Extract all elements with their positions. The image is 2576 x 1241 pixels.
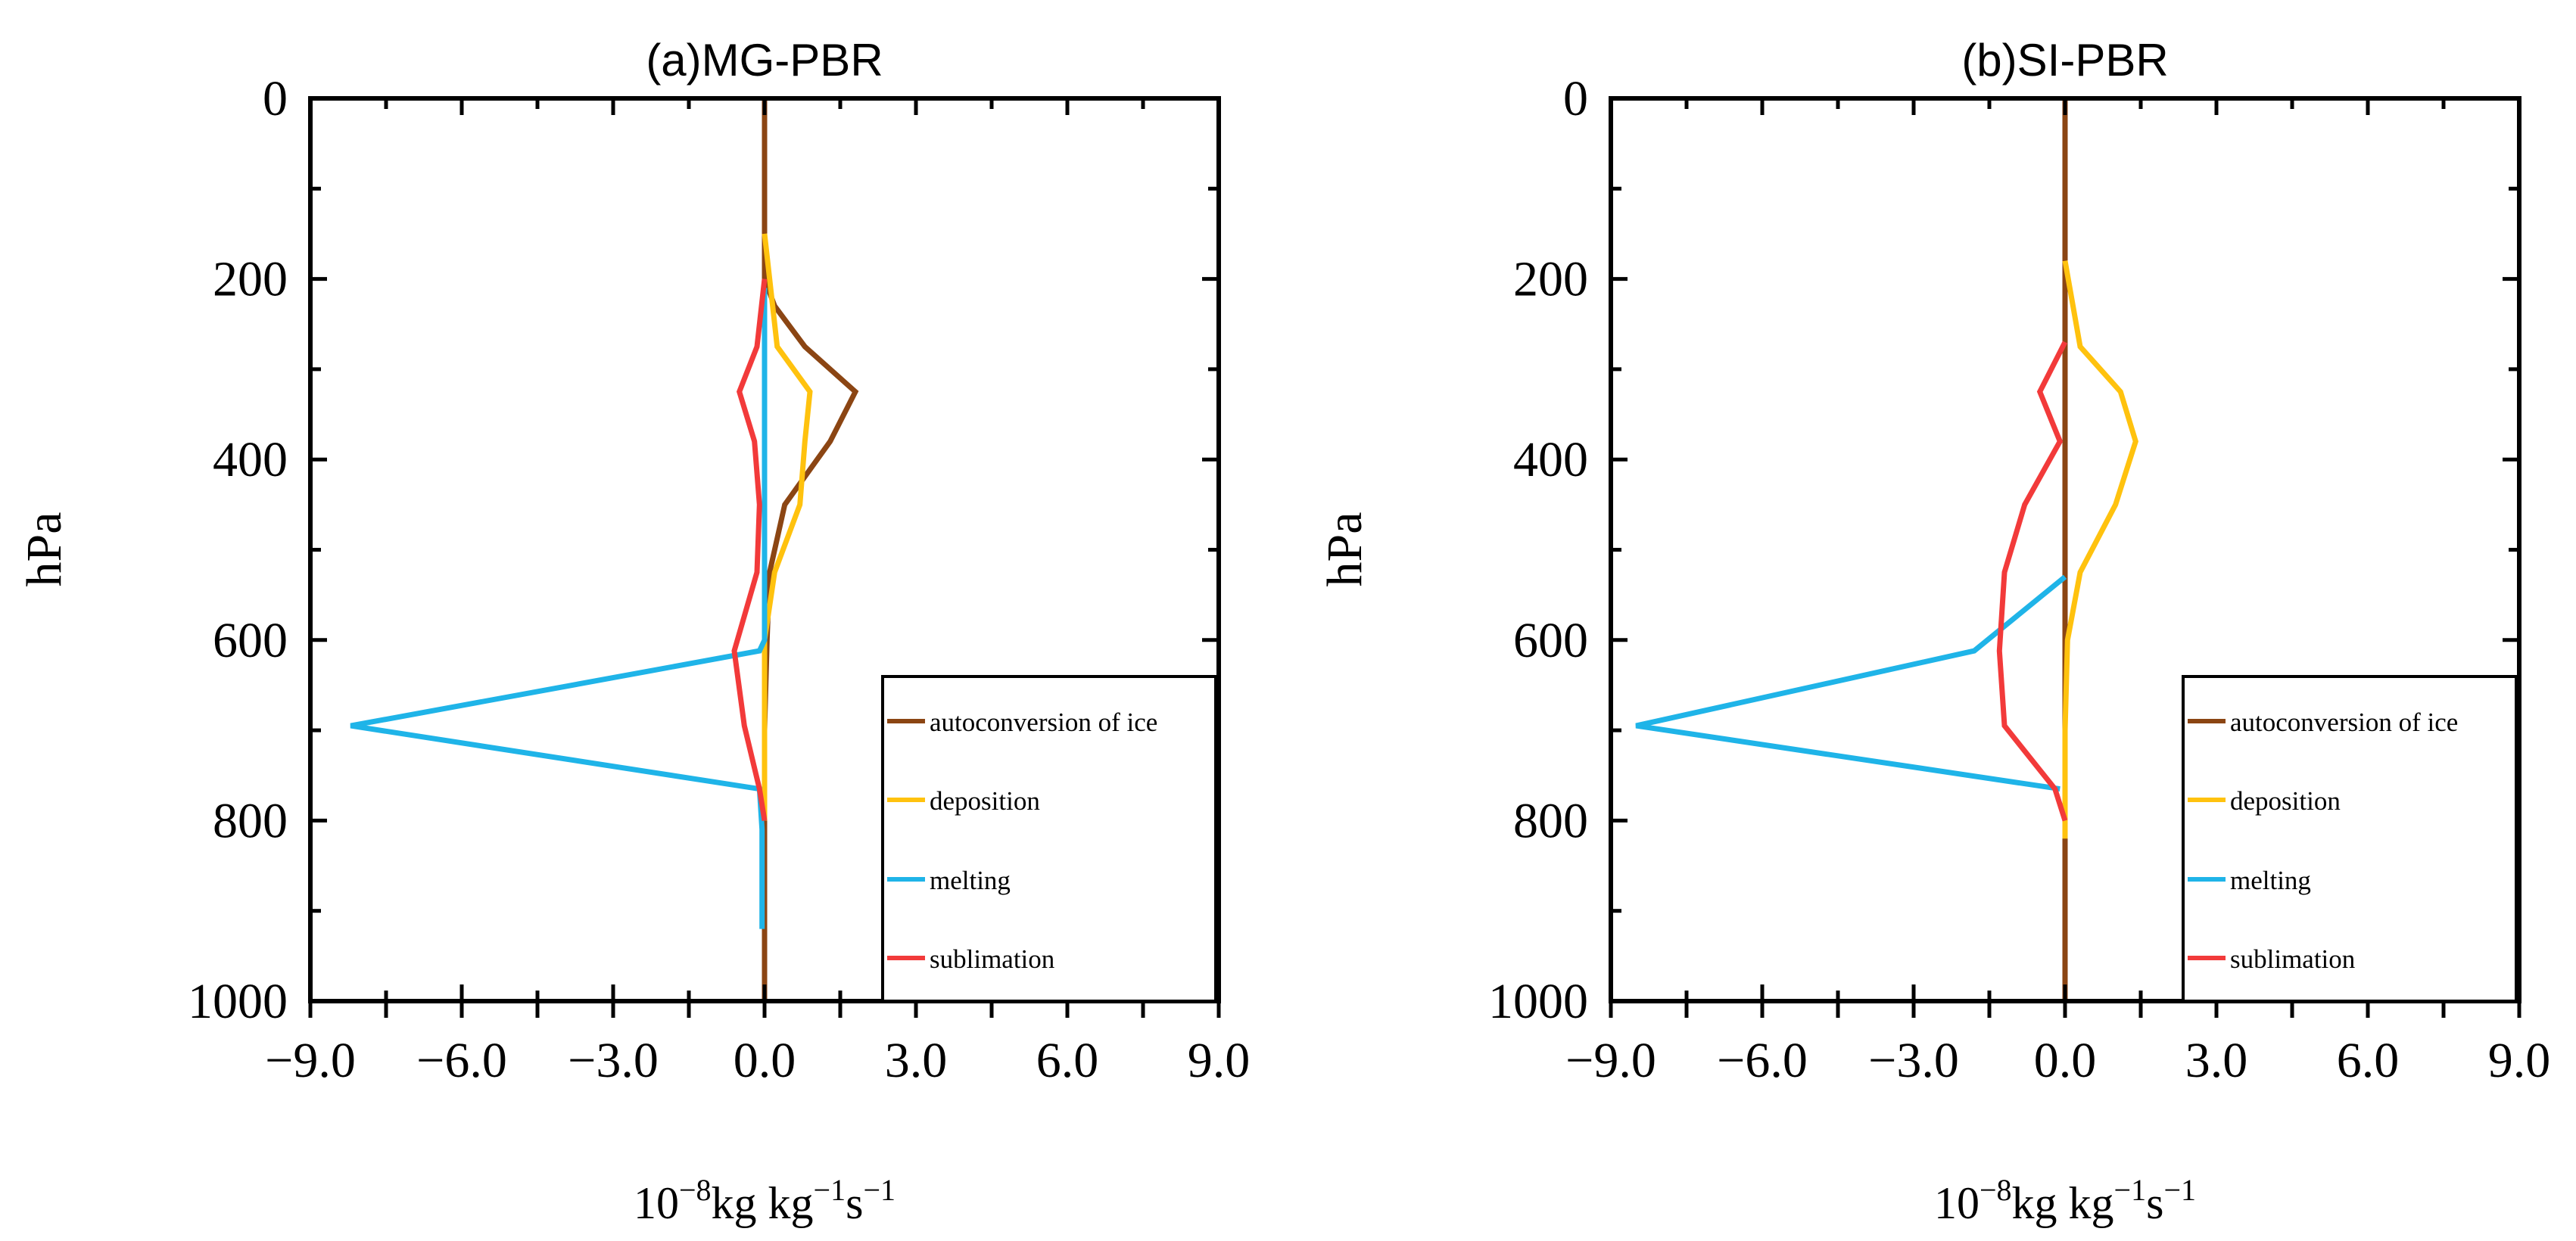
x-label-mid: kg kg [2012,1178,2114,1228]
x-tick-label: 0.0 [2034,1033,2097,1088]
y-tick-label: 800 [213,793,288,848]
panel-title: (a)MG-PBR [646,35,883,86]
x-tick-label: 6.0 [1036,1033,1099,1088]
axes-layer: 0 200 400 600 800 1000−9.0 −6.0 −3.0 0.0 3.0 6.0 9.… [1488,71,2550,1088]
y-tick-label: 1000 [188,974,288,1029]
x-tick-label: −9.0 [1565,1033,1656,1088]
legend: autoconversion of ice deposition melting… [2182,675,2518,1003]
x-tick-label: 9.0 [1188,1033,1251,1088]
x-axis-label: 10−8kg kg−1s−1 [634,1173,896,1228]
y-axis-label: hPa [17,512,72,587]
series-line-sublimation [731,278,768,821]
x-label-mid: kg kg [712,1178,814,1228]
x-label-unit: s [2146,1178,2163,1228]
x-tick-label: −3.0 [568,1033,659,1088]
series-layer [1635,98,2138,1001]
y-tick-label: 600 [213,613,288,668]
x-tick-label: 6.0 [2337,1033,2400,1088]
legend-label-autoconversion: autoconversion of ice [930,708,1157,737]
x-tick-label: 0.0 [734,1033,796,1088]
x-label-exp1: −8 [679,1173,712,1207]
x-axis-label: 10−8kg kg−1s−1 [1934,1173,2196,1228]
y-tick-label: 1000 [1488,974,1588,1029]
series-line-deposition [2062,260,2138,839]
x-label-exp3: −1 [863,1173,896,1207]
legend-label-autoconversion: autoconversion of ice [2230,708,2458,737]
legend: autoconversion of ice deposition melting… [881,675,1217,1003]
x-tick-label: −9.0 [265,1033,356,1088]
legend-label-deposition: deposition [930,786,1040,816]
x-tick-label: 9.0 [2488,1033,2551,1088]
y-tick-label: 0 [263,71,288,126]
y-tick-label: 200 [213,252,288,307]
legend-label-melting: melting [2230,866,2311,895]
series-line-melting [1635,574,2067,792]
x-tick-label: 3.0 [2185,1033,2248,1088]
legend-box [2182,675,2518,1003]
series-line-melting [350,288,768,929]
x-tick-label: −3.0 [1868,1033,1959,1088]
x-label-unit: s [846,1178,863,1228]
series-line-deposition [762,233,813,821]
x-tick-label: 3.0 [885,1033,948,1088]
y-axis-label: hPa [1317,512,1372,587]
series-line-autoconversion-of-ice [762,98,859,1001]
y-tick-label: 400 [1513,432,1588,487]
legend-label-deposition: deposition [2230,786,2341,816]
y-tick-label: 0 [1563,71,1588,126]
legend-label-melting: melting [930,866,1011,895]
x-label-base: 10 [1934,1178,1980,1228]
series-layer [350,98,859,1001]
x-label-exp2: −1 [2114,1173,2147,1207]
legend-label-sublimation: sublimation [2230,944,2355,974]
x-label-exp2: −1 [814,1173,846,1207]
y-tick-label: 400 [213,432,288,487]
x-tick-label: −6.0 [416,1033,507,1088]
x-label-exp3: −1 [2163,1173,2196,1207]
legend-label-sublimation: sublimation [930,944,1054,974]
x-label-base: 10 [634,1178,679,1228]
series-line-sublimation [1996,341,2068,822]
y-tick-label: 800 [1513,793,1588,848]
x-label-exp1: −8 [1980,1173,2012,1207]
panel-title: (b)SI-PBR [1961,35,2168,86]
axes-layer: 0 200 400 600 800 1000−9.0 −6.0 −3.0 0.0 3.0 6.0 9.… [188,71,1250,1088]
legend-box [881,675,1217,1003]
y-tick-label: 600 [1513,613,1588,668]
x-tick-label: −6.0 [1717,1033,1808,1088]
y-tick-label: 200 [1513,252,1588,307]
